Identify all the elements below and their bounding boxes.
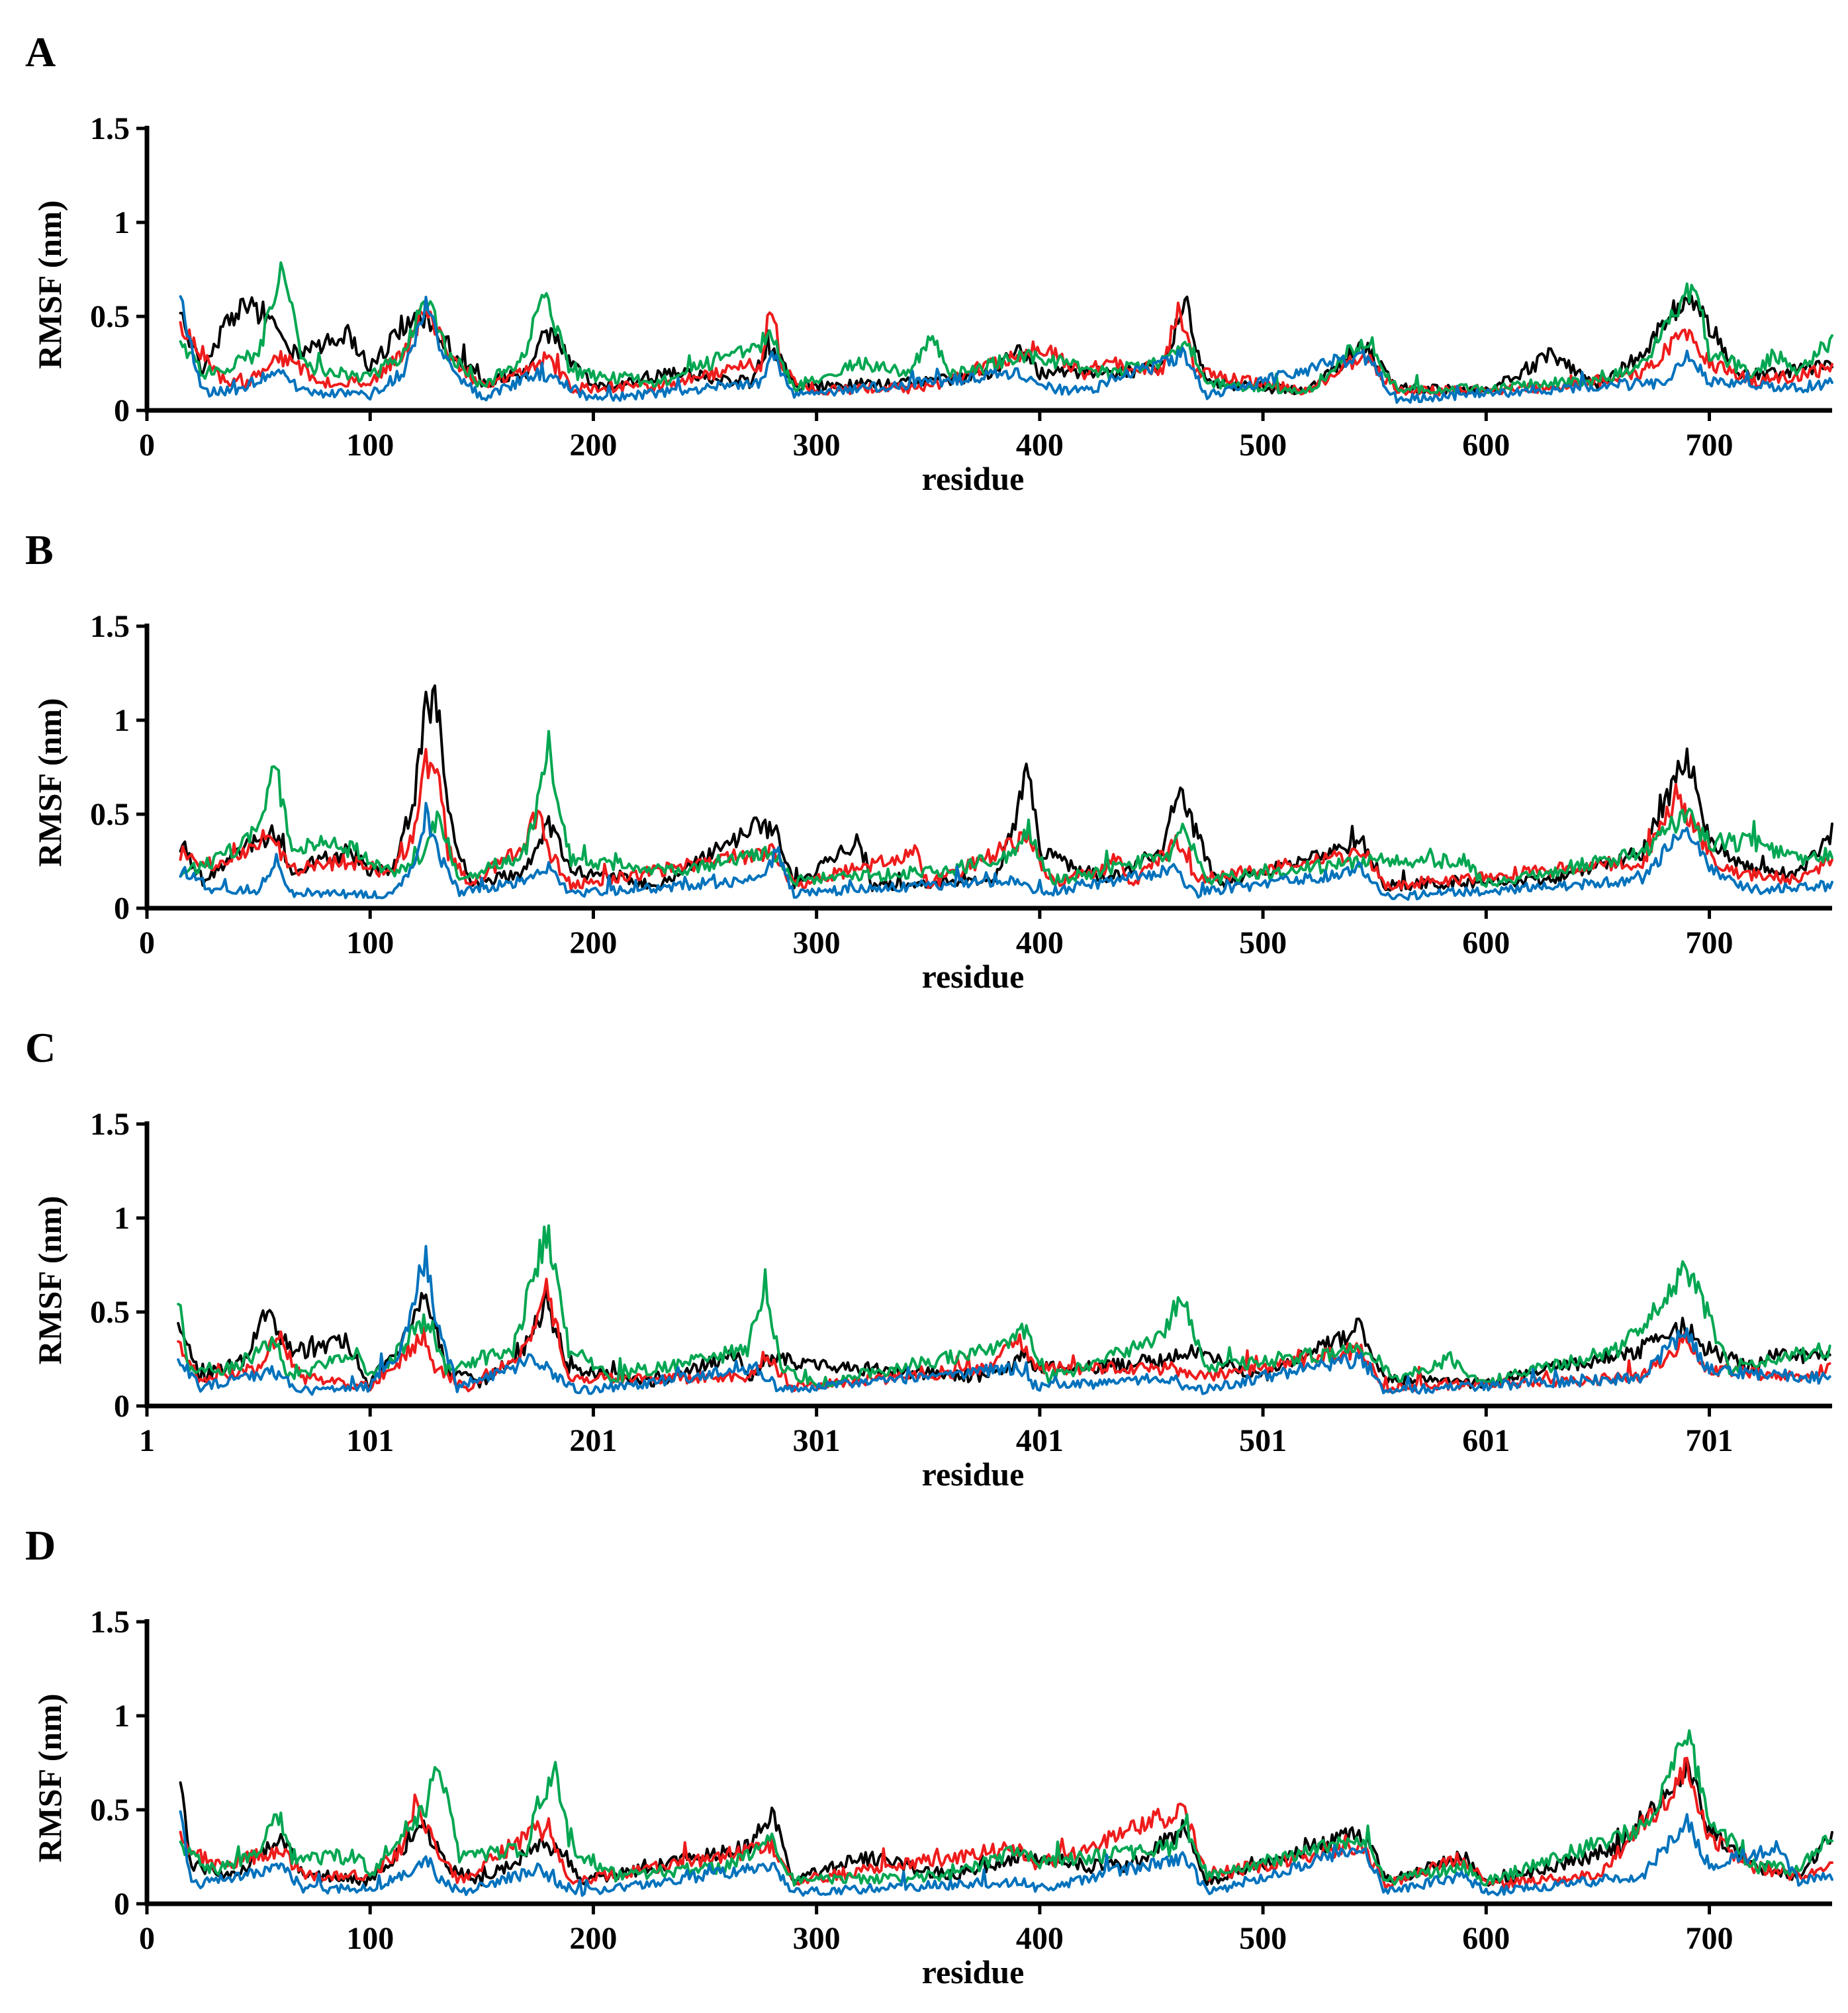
panel-label: D: [25, 1522, 56, 1569]
x-tick-label: 0: [139, 428, 155, 463]
x-tick-label: 700: [1686, 925, 1733, 960]
chart-panel-d: D 0 0.5 1 1.5 0 100 200 300 400 500 600 700 residue RM…: [25, 1522, 1833, 1990]
series-line-blue: [177, 1244, 1831, 1396]
y-tick-label: 1: [114, 1699, 130, 1734]
y-tick-label: 0: [114, 891, 130, 926]
x-tick-label: 400: [1016, 428, 1064, 463]
y-tick-label: 0: [114, 1887, 130, 1922]
y-axis-title: RMSF (nm): [31, 698, 68, 866]
x-tick-label: 101: [346, 1423, 394, 1458]
x-tick-label: 1: [139, 1423, 155, 1458]
x-tick-label: 300: [793, 428, 841, 463]
y-axis-title: RMSF (nm): [31, 1195, 68, 1364]
y-axis-title: RMSF (nm): [31, 1693, 68, 1862]
x-tick-label: 400: [1016, 1921, 1064, 1956]
y-axis-title: RMSF (nm): [31, 200, 68, 369]
x-tick-label: 0: [139, 1921, 155, 1956]
chart-panel-c: C 0 0.5 1 1.5 1 101 201 301 401 501 601 701 residue RM…: [25, 1024, 1832, 1493]
panel-label: B: [25, 526, 54, 573]
x-axis-title: residue: [922, 1953, 1025, 1990]
x-axis-title: residue: [922, 1456, 1025, 1493]
y-tick-label: 1: [114, 703, 130, 738]
series-line-red: [179, 1756, 1833, 1891]
x-axis-title: residue: [922, 460, 1025, 497]
x-tick-label: 200: [569, 1921, 617, 1956]
x-tick-label: 500: [1239, 428, 1287, 463]
series-line-black: [179, 1757, 1833, 1887]
x-tick-label: 100: [346, 925, 394, 960]
series-line-green: [179, 261, 1833, 395]
chart-panel-b: B 0 0.5 1 1.5 0 100 200 300 400 500 600 700 residue RM…: [25, 526, 1833, 995]
x-tick-label: 100: [346, 428, 394, 463]
x-tick-label: 601: [1462, 1423, 1510, 1458]
series-line-blue: [179, 295, 1833, 404]
x-tick-label: 600: [1462, 428, 1510, 463]
y-tick-label: 1.5: [90, 1605, 130, 1640]
y-tick-label: 1.5: [90, 1107, 130, 1142]
panel-label: C: [25, 1024, 56, 1071]
x-tick-label: 600: [1462, 1921, 1510, 1956]
y-tick-label: 0: [114, 393, 130, 428]
x-tick-label: 301: [793, 1423, 841, 1458]
y-tick-label: 0.5: [90, 299, 130, 334]
y-tick-label: 1.5: [90, 111, 130, 146]
x-tick-label: 300: [793, 1921, 841, 1956]
x-tick-label: 600: [1462, 925, 1510, 960]
x-tick-label: 701: [1686, 1423, 1733, 1458]
panel-label: A: [25, 28, 56, 75]
x-tick-label: 200: [569, 428, 617, 463]
series-line-blue: [179, 802, 1833, 901]
y-tick-label: 1: [114, 1201, 130, 1236]
x-tick-label: 100: [346, 1921, 394, 1956]
x-tick-label: 400: [1016, 925, 1064, 960]
y-tick-label: 1.5: [90, 609, 130, 644]
x-tick-label: 300: [793, 925, 841, 960]
y-tick-label: 0.5: [90, 1295, 130, 1330]
x-tick-label: 500: [1239, 925, 1287, 960]
y-tick-label: 0: [114, 1389, 130, 1424]
x-tick-label: 200: [569, 925, 617, 960]
x-tick-label: 401: [1016, 1423, 1064, 1458]
x-tick-label: 700: [1686, 1921, 1733, 1956]
x-tick-label: 501: [1239, 1423, 1287, 1458]
y-tick-label: 0.5: [90, 1793, 130, 1828]
x-axis-title: residue: [922, 958, 1025, 995]
x-tick-label: 700: [1686, 428, 1733, 463]
series-line-green: [179, 729, 1833, 888]
y-tick-label: 0.5: [90, 797, 130, 832]
x-tick-label: 201: [569, 1423, 617, 1458]
series-line-green: [179, 1729, 1833, 1887]
y-tick-label: 1: [114, 205, 130, 240]
chart-panel-a: A 0 0.5 1 1.5 0 100 200 300 400 500 600 700 residue RM…: [25, 28, 1833, 497]
x-tick-label: 500: [1239, 1921, 1287, 1956]
x-tick-label: 0: [139, 925, 155, 960]
series-line-blue: [179, 1810, 1833, 1897]
